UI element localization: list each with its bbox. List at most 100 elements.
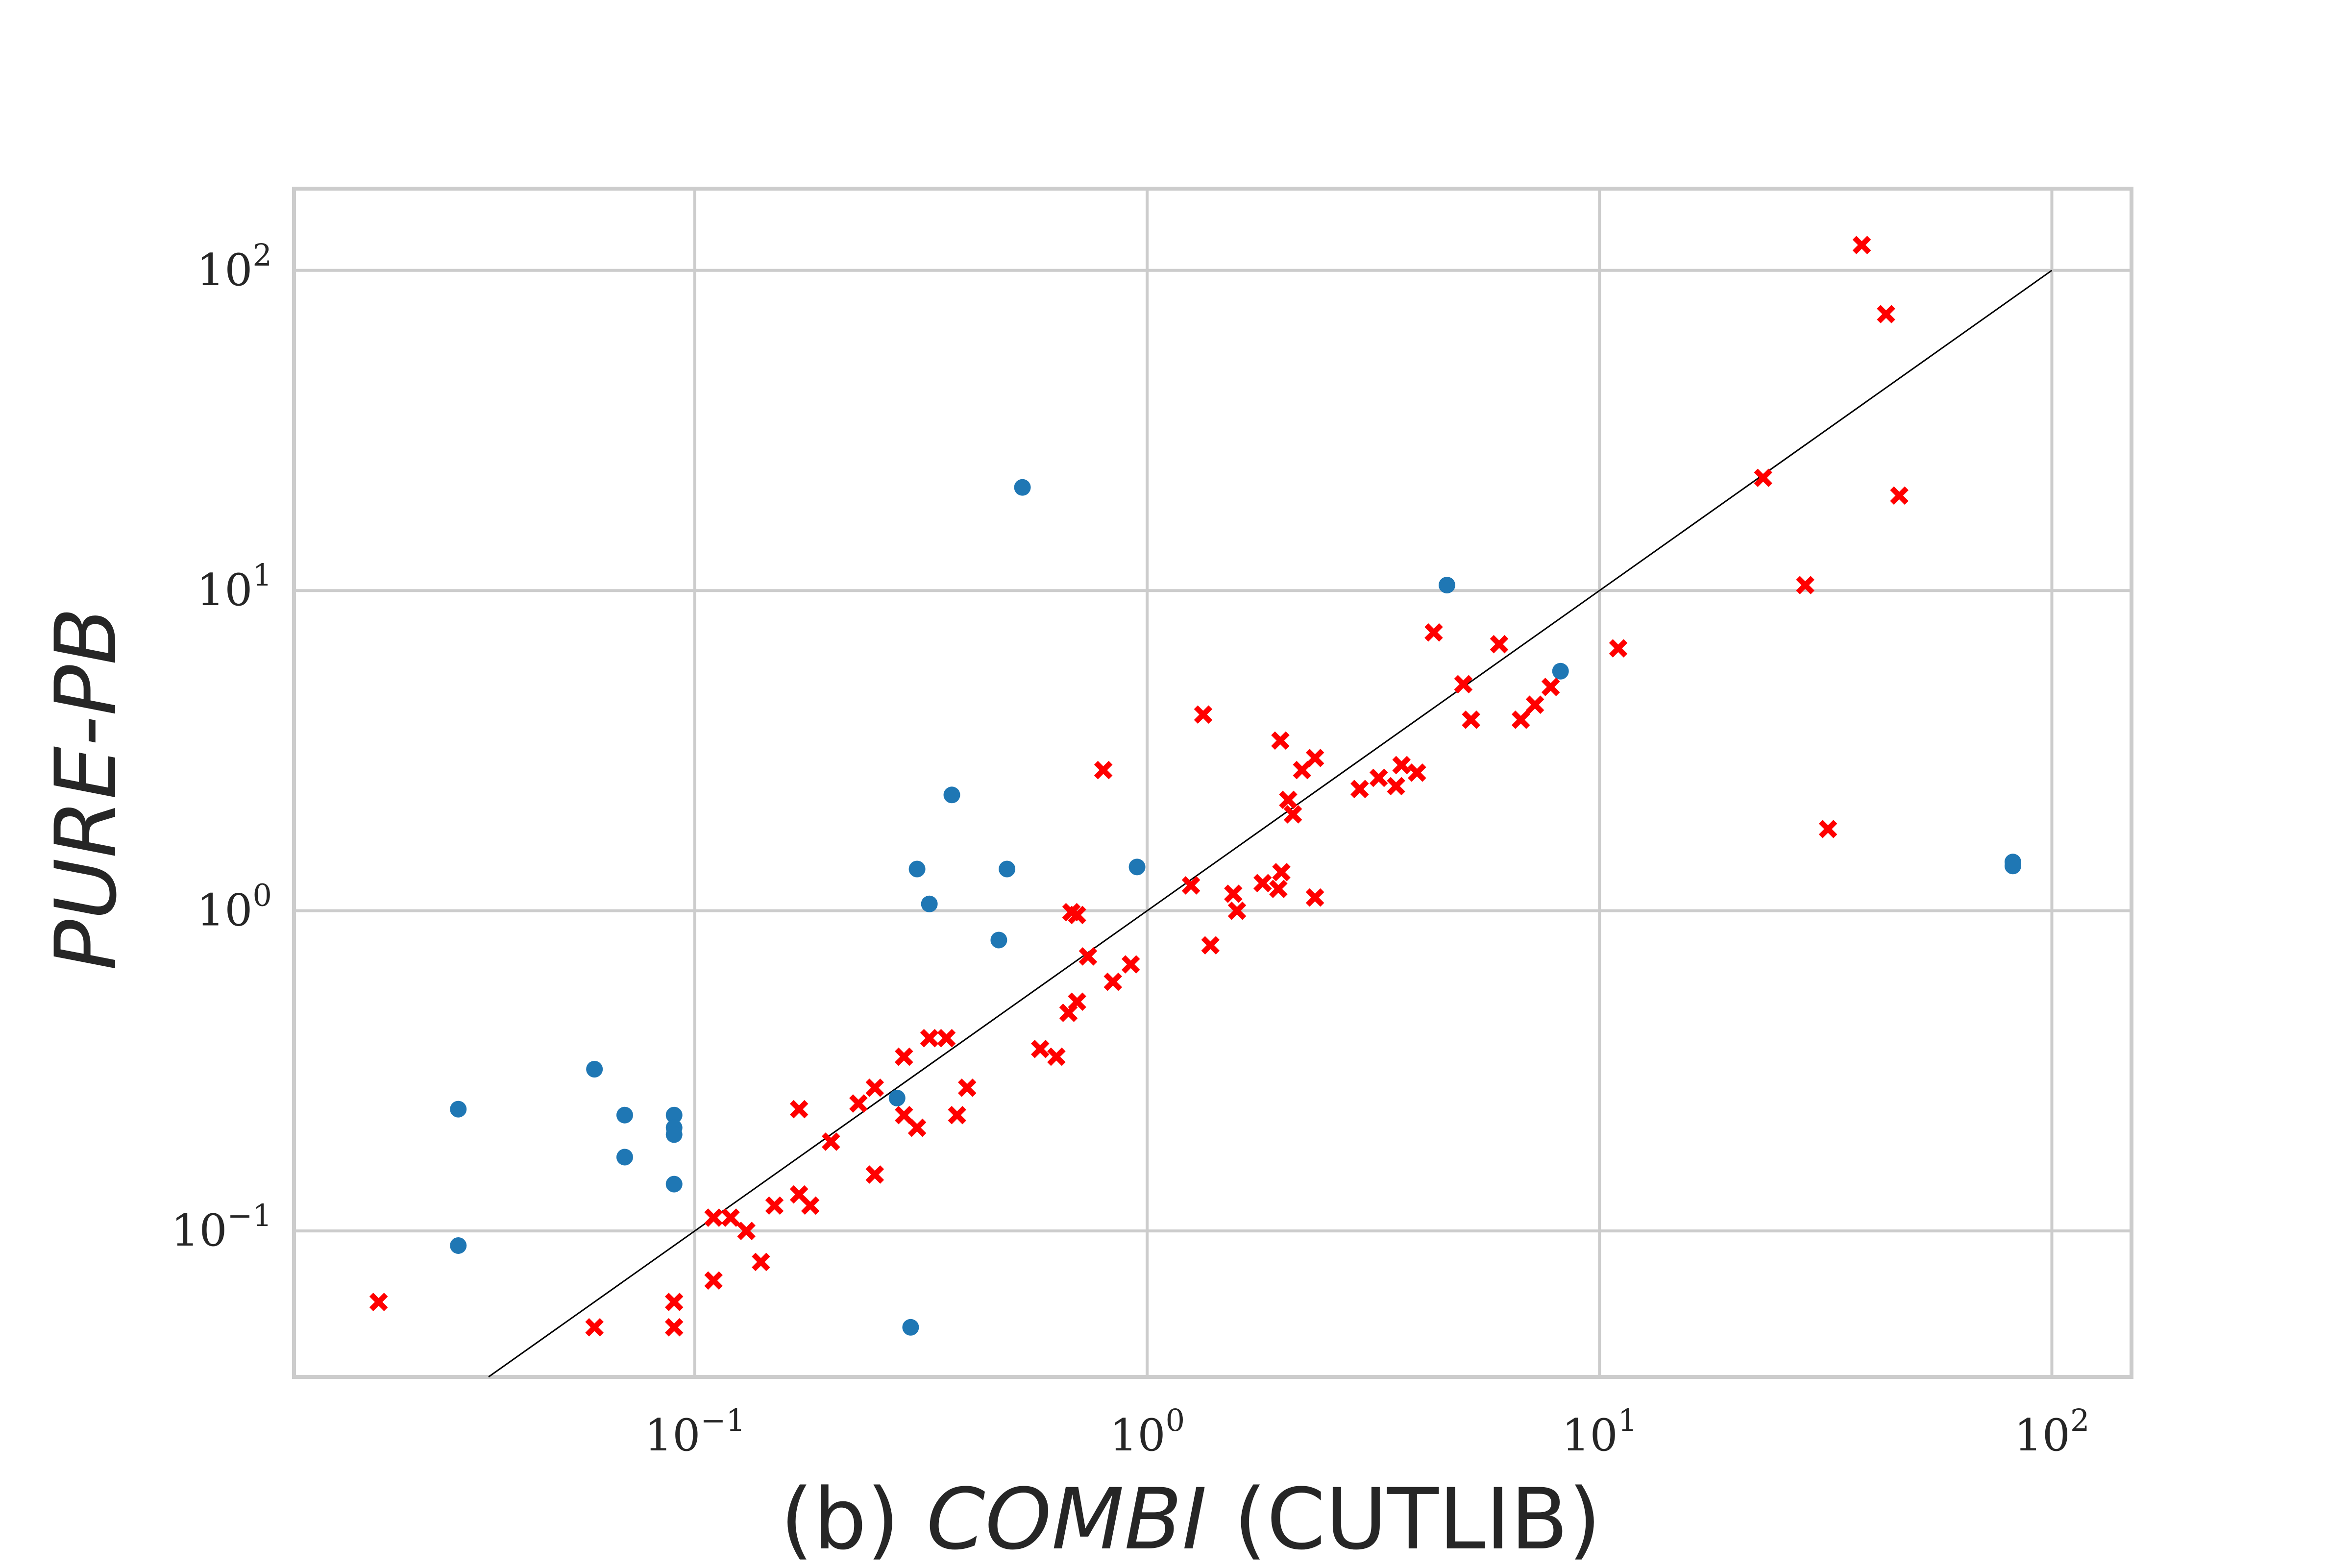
data-point-x <box>1818 820 1838 838</box>
data-point-x <box>1305 888 1324 907</box>
data-point-circle <box>616 1149 633 1166</box>
data-point-x <box>957 1078 977 1097</box>
data-point-x <box>895 1105 913 1125</box>
x-tick-labels: 10−1 100 101 102 <box>644 1402 2089 1461</box>
data-point-x <box>704 1208 723 1227</box>
data-point-circle <box>888 1089 906 1106</box>
data-point-circle <box>665 1126 683 1143</box>
data-point-x <box>1279 790 1298 809</box>
data-point-x <box>1511 710 1530 729</box>
data-point-x <box>1796 576 1814 594</box>
data-point-x <box>1078 947 1098 966</box>
data-point-circle <box>665 1106 683 1124</box>
data-point-x <box>1852 236 1871 254</box>
data-point-x <box>1454 675 1473 694</box>
data-point-circle <box>990 931 1007 949</box>
data-point-x <box>1392 756 1411 775</box>
data-point-circle <box>665 1176 683 1193</box>
x-tick-label: 100 <box>1109 1402 1185 1461</box>
data-point-x <box>1224 884 1243 903</box>
data-point-x <box>704 1271 723 1290</box>
data-point-x <box>752 1252 770 1272</box>
data-point-x <box>1283 805 1302 824</box>
reference-diagonal-line <box>488 270 2053 1378</box>
y-axis-title: PURE-PB <box>37 607 135 971</box>
data-point-x <box>1462 710 1480 729</box>
data-point-x <box>1181 876 1200 895</box>
y-tick-label: 101 <box>196 557 272 616</box>
data-point-circle <box>1438 577 1455 594</box>
y-tick-label: 100 <box>196 878 272 936</box>
data-point-circle <box>902 1319 919 1336</box>
data-point-x <box>1890 486 1909 505</box>
data-point-x <box>1030 1040 1050 1058</box>
data-point-x <box>822 1132 840 1151</box>
data-point-x <box>937 1029 956 1048</box>
data-point-circle <box>943 786 960 804</box>
data-point-circle <box>450 1237 467 1254</box>
x-axis-title-suffix: (CUTLIB) <box>1207 1470 1601 1568</box>
data-point-x <box>1369 768 1388 787</box>
data-point-x <box>1201 936 1220 955</box>
y-gridlines <box>294 269 2132 1233</box>
data-point-x <box>737 1222 756 1240</box>
data-point-circle <box>1128 858 1146 876</box>
data-point-x <box>1068 992 1086 1011</box>
data-point-x <box>1121 955 1140 974</box>
data-point-circle <box>2004 854 2021 871</box>
data-point-x <box>1269 880 1288 898</box>
data-point-x <box>849 1094 868 1113</box>
x-axis-title-prefix: (b) <box>780 1470 926 1568</box>
data-point-circle <box>450 1101 467 1118</box>
x-axis-title-italic: COMBI <box>926 1470 1207 1568</box>
data-point-x <box>1103 972 1122 991</box>
x-axis-title: (b) COMBI (CUTLIB) <box>780 1470 1601 1568</box>
data-point-circle <box>616 1106 633 1124</box>
data-point-x <box>1305 749 1324 767</box>
data-point-x <box>1609 639 1628 658</box>
data-point-x <box>1754 468 1772 487</box>
data-point-x <box>1068 906 1086 925</box>
y-tick-labels: 10−1 100 101 102 <box>171 237 272 1256</box>
data-point-circle <box>586 1061 603 1078</box>
plot-frame <box>292 187 2133 1379</box>
data-point-x <box>1227 901 1247 920</box>
data-point-circle <box>908 860 926 878</box>
data-point-x <box>801 1196 820 1215</box>
data-point-x <box>789 1185 808 1204</box>
data-point-x <box>1271 731 1290 750</box>
data-point-x <box>664 1318 684 1337</box>
data-point-x <box>369 1293 388 1311</box>
y-tick-label: 102 <box>196 237 272 296</box>
data-point-x <box>1094 760 1113 780</box>
data-point-x <box>895 1047 913 1066</box>
data-point-x <box>920 1029 939 1048</box>
data-point-circle <box>1552 662 1569 680</box>
data-points <box>369 236 2021 1337</box>
data-point-x <box>1490 635 1509 654</box>
data-point-x <box>1293 760 1312 780</box>
data-point-x <box>789 1100 808 1119</box>
data-point-x <box>1272 863 1291 882</box>
data-point-x <box>585 1318 604 1337</box>
data-point-x <box>721 1208 740 1227</box>
data-point-x <box>1424 623 1443 642</box>
data-point-x <box>1408 763 1426 782</box>
data-point-x <box>1387 777 1405 796</box>
x-tick-label: 102 <box>2014 1402 2089 1461</box>
data-point-x <box>865 1165 884 1184</box>
data-point-x <box>1350 780 1369 798</box>
data-point-circle <box>999 860 1016 878</box>
data-point-x <box>765 1196 784 1215</box>
data-point-x <box>865 1078 884 1097</box>
data-point-x <box>1541 678 1560 696</box>
data-point-x <box>907 1118 927 1137</box>
data-point-x <box>1877 305 1895 323</box>
data-point-x <box>1047 1047 1066 1066</box>
data-point-x <box>1194 705 1213 724</box>
y-tick-label: 10−1 <box>171 1198 272 1256</box>
data-point-x <box>948 1105 966 1125</box>
data-point-circle <box>1014 479 1031 496</box>
data-point-circle <box>921 895 938 912</box>
